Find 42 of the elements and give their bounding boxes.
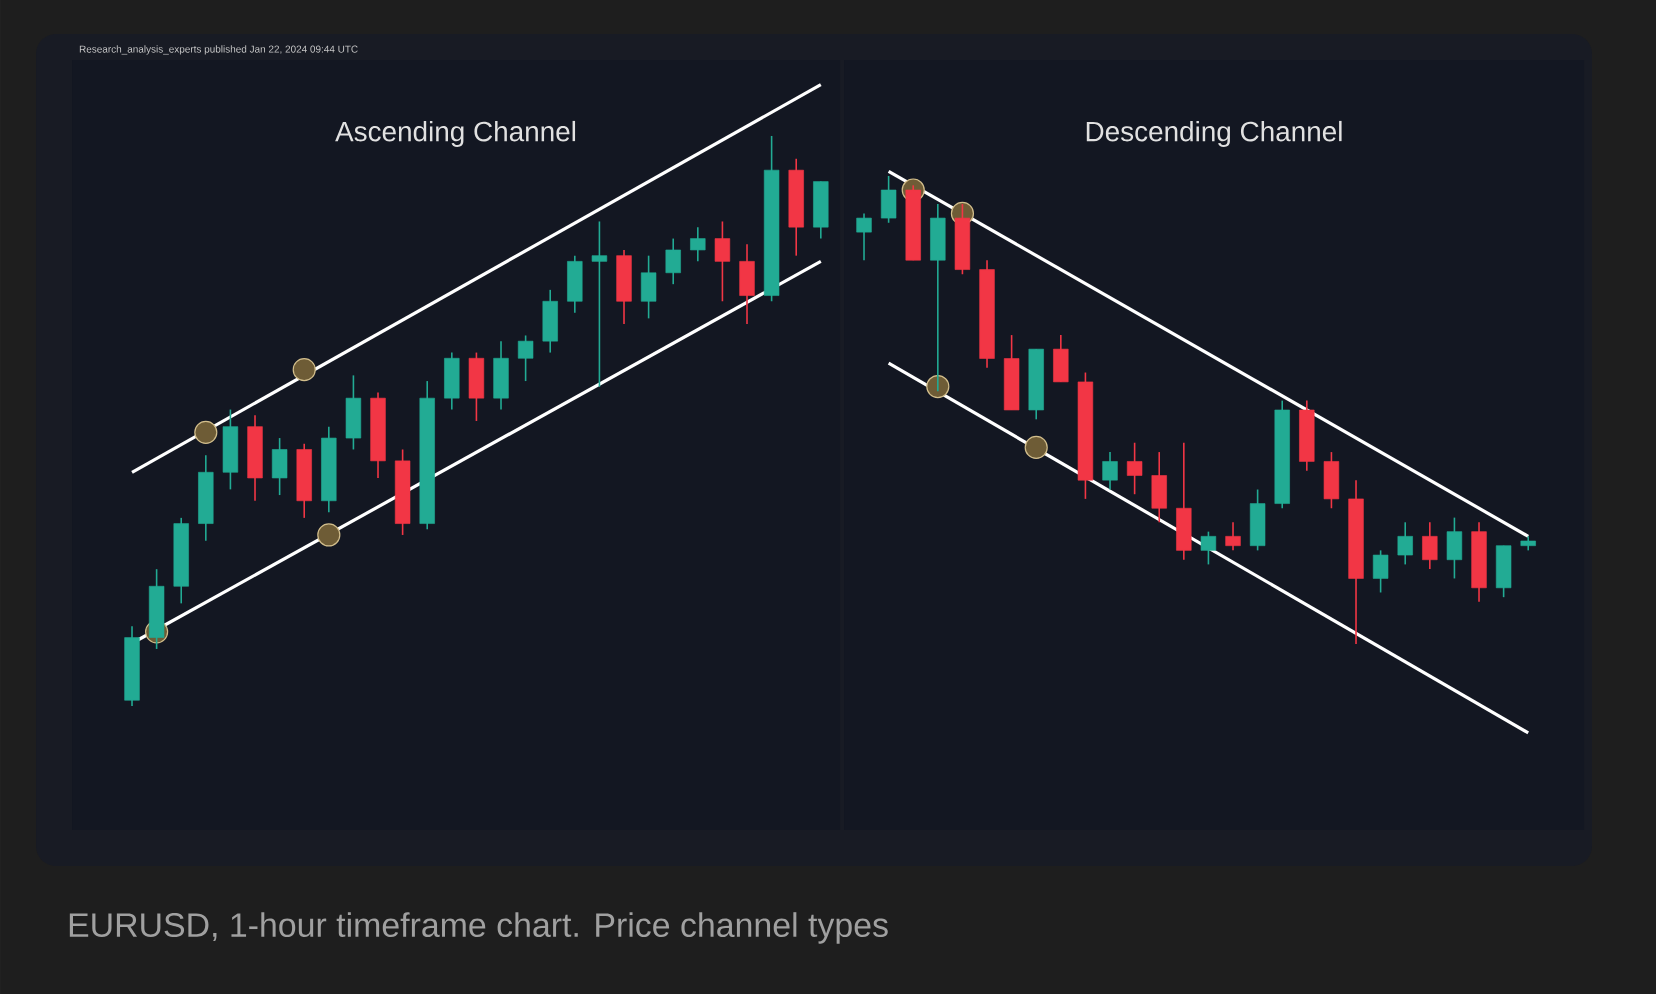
candlestick	[542, 289, 558, 354]
candlestick	[1422, 521, 1438, 570]
candlestick	[880, 175, 897, 224]
candlestick	[1200, 530, 1217, 566]
text: EURUSD, 1-hour timeframe chart. Price channel types	[69, 912, 888, 944]
candlestick	[1495, 544, 1512, 598]
candlestick	[1446, 516, 1463, 580]
candlestick	[1053, 334, 1069, 383]
candlestick	[468, 351, 485, 422]
candlestick	[1126, 441, 1143, 496]
candlestick	[1397, 521, 1413, 566]
candlestick	[222, 408, 239, 491]
candlestick	[1176, 441, 1192, 561]
chart-title: Descending Channel	[1086, 120, 1342, 147]
candlestick	[1249, 488, 1266, 552]
candlestick	[493, 340, 509, 411]
candlestick	[1323, 451, 1340, 510]
candlestick	[616, 249, 632, 325]
candlestick	[1225, 521, 1241, 552]
point	[317, 523, 341, 547]
candlestick	[1372, 549, 1389, 594]
candlestick	[567, 254, 583, 314]
point	[926, 374, 950, 399]
candlestick	[517, 334, 534, 382]
candlestick	[271, 437, 288, 496]
candlestick	[739, 243, 755, 325]
candlestick	[665, 237, 681, 285]
point	[194, 420, 218, 444]
candlestick	[930, 203, 946, 393]
candlestick	[813, 180, 829, 240]
candlestick	[591, 220, 608, 388]
point	[292, 358, 316, 382]
chart-title: Ascending Channel	[335, 120, 576, 147]
candlestick	[1102, 451, 1118, 491]
candlestick	[690, 226, 706, 263]
candlestick	[640, 254, 657, 320]
candlestick	[345, 374, 362, 451]
candlestick	[714, 220, 731, 303]
candlestick	[444, 351, 460, 411]
point	[1024, 435, 1048, 460]
candlestick	[856, 212, 872, 262]
candlestick	[1151, 451, 1167, 524]
